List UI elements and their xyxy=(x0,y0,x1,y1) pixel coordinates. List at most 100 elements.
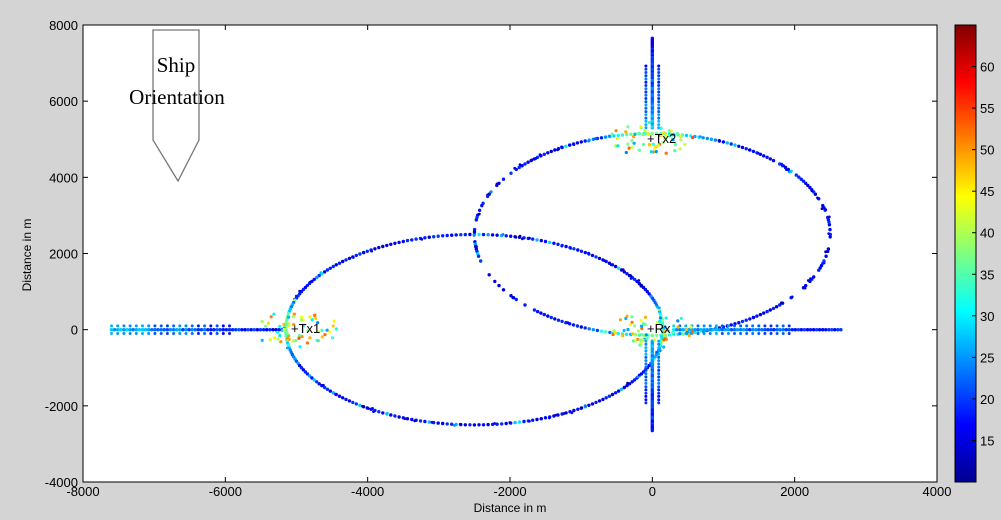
scatter-point xyxy=(657,64,661,68)
scatter-point xyxy=(405,417,410,421)
scatter-point xyxy=(699,135,702,139)
scatter-point xyxy=(553,148,557,152)
scatter-point xyxy=(286,346,289,350)
scatter-point xyxy=(265,328,269,332)
scatter-point xyxy=(689,325,693,329)
scatter-point xyxy=(423,419,427,424)
scatter-point xyxy=(657,381,661,385)
scatter-point xyxy=(599,329,604,333)
scatter-point xyxy=(636,375,639,379)
scatter-point xyxy=(644,100,648,104)
scatter-point xyxy=(337,394,342,398)
scatter-point xyxy=(726,324,730,328)
scatter-point xyxy=(560,244,564,248)
scatter-point xyxy=(403,417,407,420)
scatter-point xyxy=(650,334,654,337)
scatter-point xyxy=(285,336,290,340)
scatter-point xyxy=(644,385,648,389)
scatter-point xyxy=(641,285,646,290)
scatter-point xyxy=(594,400,598,405)
scatter-point xyxy=(493,279,497,284)
y-tick-label: 4000 xyxy=(49,170,78,185)
scatter-point xyxy=(377,410,381,414)
scatter-point xyxy=(328,266,332,270)
scatter-point xyxy=(276,337,280,341)
scatter-point xyxy=(372,410,375,413)
scatter-point xyxy=(645,337,649,341)
scatter-point xyxy=(628,323,633,327)
scatter-point xyxy=(260,319,264,324)
y-tick-label: 6000 xyxy=(49,94,78,109)
scatter-point xyxy=(549,149,553,154)
scatter-point xyxy=(751,332,755,335)
scatter-point xyxy=(328,389,332,393)
scatter-point xyxy=(141,332,144,335)
scatter-point xyxy=(644,401,648,405)
scatter-point xyxy=(116,324,120,328)
scatter-point xyxy=(696,328,700,332)
scatter-point xyxy=(657,106,661,110)
scatter-point xyxy=(300,335,304,339)
scatter-point xyxy=(397,415,401,419)
scatter-point xyxy=(619,387,624,391)
scatter-point xyxy=(294,338,298,343)
scatter-point xyxy=(663,325,667,329)
scatter-point xyxy=(613,144,618,148)
scatter-point xyxy=(240,328,244,332)
scatter-point xyxy=(184,324,188,328)
scatter-point xyxy=(629,132,633,136)
scatter-point xyxy=(830,328,834,332)
scatter-point xyxy=(358,252,362,256)
scatter-point xyxy=(644,110,648,114)
scatter-point xyxy=(662,345,666,349)
scatter-point xyxy=(637,148,642,152)
scatter-point xyxy=(808,328,813,332)
scatter-point xyxy=(260,338,264,342)
scatter-point xyxy=(587,327,591,331)
scatter-point xyxy=(583,404,587,407)
scatter-point xyxy=(765,309,769,314)
scatter-point xyxy=(720,324,724,328)
scatter-point xyxy=(667,333,672,337)
scatter-point xyxy=(418,419,423,423)
scatter-point xyxy=(616,144,620,148)
scatter-point xyxy=(820,207,824,211)
scatter-point xyxy=(221,328,225,332)
scatter-point xyxy=(649,150,654,154)
scatter-point xyxy=(334,392,337,396)
scatter-point xyxy=(320,335,324,339)
scatter-point xyxy=(657,401,661,405)
scatter-point xyxy=(775,332,779,335)
scatter-point xyxy=(485,194,490,199)
scatter-point xyxy=(306,329,310,333)
scatter-point xyxy=(780,301,783,305)
scatter-point xyxy=(128,324,132,328)
scatter-point xyxy=(546,314,550,318)
scatter-point xyxy=(634,332,638,336)
scatter-point xyxy=(518,163,522,167)
scatter-point xyxy=(657,123,661,127)
x-tick-label: 0 xyxy=(649,484,656,499)
scatter-point xyxy=(535,417,539,422)
scatter-point xyxy=(675,328,679,332)
scatter-point xyxy=(591,328,595,332)
scatter-point xyxy=(644,87,648,91)
scatter-point xyxy=(657,352,661,356)
scatter-point xyxy=(508,421,512,424)
scatter-point xyxy=(299,318,303,322)
scatter-point xyxy=(607,394,612,398)
scatter-point xyxy=(153,324,157,328)
scatter-point xyxy=(660,335,664,339)
scatter-point xyxy=(733,143,737,147)
x-axis-label: Distance in m xyxy=(474,501,547,515)
scatter-point xyxy=(768,157,772,161)
scatter-point xyxy=(613,391,618,395)
y-axis-label: Distance in m xyxy=(20,219,34,292)
scatter-point xyxy=(657,385,661,389)
scatter-point xyxy=(638,282,642,286)
scatter-point xyxy=(708,328,712,332)
scatter-point xyxy=(228,324,231,328)
scatter-point xyxy=(477,423,481,427)
marker-rx-label: +Rx xyxy=(647,321,671,336)
scatter-point xyxy=(110,332,113,335)
